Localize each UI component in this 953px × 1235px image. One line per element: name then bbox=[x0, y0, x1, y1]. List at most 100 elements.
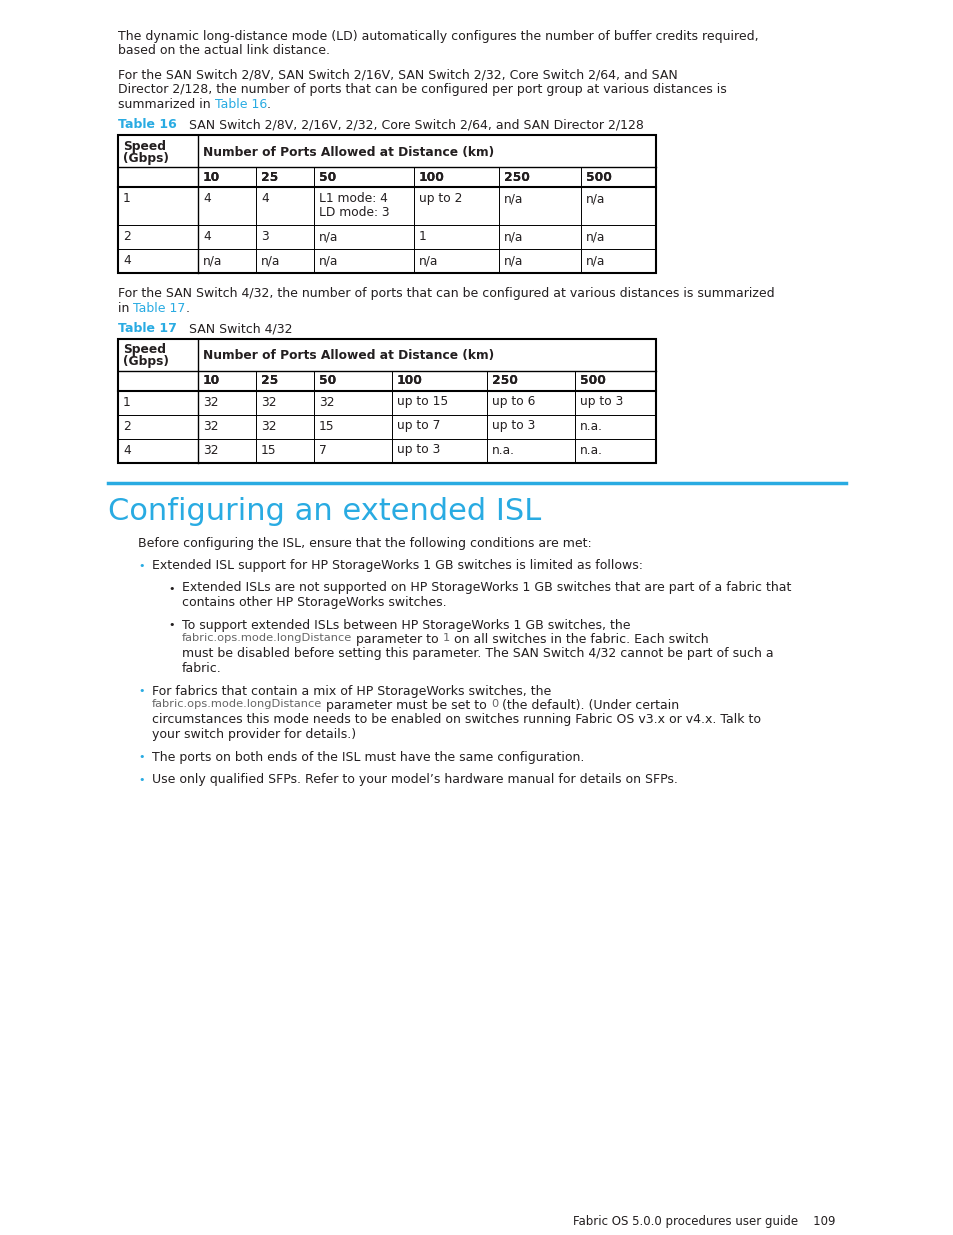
Text: L1 mode: 4: L1 mode: 4 bbox=[318, 191, 388, 205]
Text: 3: 3 bbox=[261, 230, 269, 243]
Text: Table 17: Table 17 bbox=[118, 322, 176, 335]
Text: 32: 32 bbox=[203, 443, 218, 457]
Text: 50: 50 bbox=[318, 374, 335, 388]
Text: in: in bbox=[118, 301, 133, 315]
Text: n/a: n/a bbox=[203, 254, 222, 267]
Text: •: • bbox=[138, 687, 144, 697]
Text: The dynamic long-distance mode (LD) automatically configures the number of buffe: The dynamic long-distance mode (LD) auto… bbox=[118, 30, 758, 43]
Text: up to 3: up to 3 bbox=[396, 443, 440, 457]
Text: n/a: n/a bbox=[585, 191, 605, 205]
Text: For the SAN Switch 4/32, the number of ports that can be configured at various d: For the SAN Switch 4/32, the number of p… bbox=[118, 287, 774, 300]
Text: 25: 25 bbox=[261, 170, 278, 184]
Text: 10: 10 bbox=[203, 374, 220, 388]
Text: on all switches in the fabric. Each switch: on all switches in the fabric. Each swit… bbox=[450, 634, 708, 646]
Text: 500: 500 bbox=[585, 170, 611, 184]
Text: Number of Ports Allowed at Distance (km): Number of Ports Allowed at Distance (km) bbox=[203, 146, 494, 159]
Text: 4: 4 bbox=[261, 191, 269, 205]
Text: Fabric OS 5.0.0 procedures user guide    109: Fabric OS 5.0.0 procedures user guide 10… bbox=[573, 1215, 835, 1228]
Text: 10: 10 bbox=[203, 374, 220, 388]
Text: 32: 32 bbox=[261, 420, 276, 432]
Text: 7: 7 bbox=[318, 443, 327, 457]
Text: n.a.: n.a. bbox=[492, 443, 515, 457]
Text: n/a: n/a bbox=[585, 254, 605, 267]
Bar bbox=[118, 135, 656, 273]
Text: •: • bbox=[168, 620, 174, 631]
Text: For fabrics that contain a mix of HP StorageWorks switches, the: For fabrics that contain a mix of HP Sto… bbox=[152, 684, 551, 698]
Text: 32: 32 bbox=[261, 395, 276, 409]
Text: n.a.: n.a. bbox=[579, 420, 602, 432]
Text: 25: 25 bbox=[261, 374, 278, 388]
Text: up to 2: up to 2 bbox=[418, 191, 462, 205]
Text: Speed: Speed bbox=[123, 343, 166, 357]
Text: Table 17: Table 17 bbox=[133, 301, 186, 315]
Text: 100: 100 bbox=[396, 374, 422, 388]
Text: 100: 100 bbox=[418, 170, 444, 184]
Text: 250: 250 bbox=[492, 374, 517, 388]
Text: SAN Switch 2/8V, 2/16V, 2/32, Core Switch 2/64, and SAN Director 2/128: SAN Switch 2/8V, 2/16V, 2/32, Core Switc… bbox=[176, 119, 643, 131]
Text: up to 7: up to 7 bbox=[396, 420, 440, 432]
Text: 32: 32 bbox=[203, 420, 218, 432]
Text: 100: 100 bbox=[396, 374, 422, 388]
Text: must be disabled before setting this parameter. The SAN Switch 4/32 cannot be pa: must be disabled before setting this par… bbox=[182, 647, 773, 661]
Text: 15: 15 bbox=[261, 443, 276, 457]
Bar bbox=[118, 338, 656, 462]
Text: LD mode: 3: LD mode: 3 bbox=[318, 206, 389, 219]
Text: n/a: n/a bbox=[418, 254, 438, 267]
Text: (Gbps): (Gbps) bbox=[123, 152, 169, 165]
Text: 25: 25 bbox=[261, 374, 278, 388]
Text: The ports on both ends of the ISL must have the same configuration.: The ports on both ends of the ISL must h… bbox=[152, 751, 584, 763]
Text: •: • bbox=[138, 776, 144, 785]
Text: Extended ISL support for HP StorageWorks 1 GB switches is limited as follows:: Extended ISL support for HP StorageWorks… bbox=[152, 559, 642, 572]
Text: summarized in: summarized in bbox=[118, 98, 214, 111]
Text: 250: 250 bbox=[503, 170, 529, 184]
Text: n.a.: n.a. bbox=[579, 443, 602, 457]
Text: 1: 1 bbox=[123, 191, 131, 205]
Text: fabric.: fabric. bbox=[182, 662, 221, 676]
Text: 2: 2 bbox=[123, 420, 131, 432]
Text: fabric.ops.mode.longDistance: fabric.ops.mode.longDistance bbox=[182, 634, 352, 643]
Text: 500: 500 bbox=[579, 374, 605, 388]
Text: parameter must be set to: parameter must be set to bbox=[322, 699, 491, 713]
Text: n/a: n/a bbox=[318, 230, 338, 243]
Text: 10: 10 bbox=[203, 170, 220, 184]
Text: based on the actual link distance.: based on the actual link distance. bbox=[118, 44, 330, 58]
Text: 250: 250 bbox=[503, 170, 529, 184]
Text: circumstances this mode needs to be enabled on switches running Fabric OS v3.x o: circumstances this mode needs to be enab… bbox=[152, 714, 760, 726]
Text: Configuring an extended ISL: Configuring an extended ISL bbox=[108, 496, 540, 526]
Text: 500: 500 bbox=[585, 170, 611, 184]
Text: 1: 1 bbox=[442, 634, 450, 643]
Text: SAN Switch 4/32: SAN Switch 4/32 bbox=[176, 322, 292, 335]
Text: 4: 4 bbox=[203, 191, 211, 205]
Text: up to 6: up to 6 bbox=[492, 395, 535, 409]
Text: 4: 4 bbox=[123, 443, 131, 457]
Text: Before configuring the ISL, ensure that the following conditions are met:: Before configuring the ISL, ensure that … bbox=[138, 536, 591, 550]
Text: 50: 50 bbox=[318, 170, 335, 184]
Text: n/a: n/a bbox=[318, 254, 338, 267]
Text: •: • bbox=[138, 561, 144, 571]
Text: (Gbps): (Gbps) bbox=[123, 356, 169, 368]
Text: 4: 4 bbox=[203, 230, 211, 243]
Text: 500: 500 bbox=[579, 374, 605, 388]
Text: .: . bbox=[186, 301, 190, 315]
Text: 0: 0 bbox=[491, 699, 497, 709]
Text: For the SAN Switch 2/8V, SAN Switch 2/16V, SAN Switch 2/32, Core Switch 2/64, an: For the SAN Switch 2/8V, SAN Switch 2/16… bbox=[118, 69, 677, 82]
Text: 4: 4 bbox=[123, 254, 131, 267]
Text: contains other HP StorageWorks switches.: contains other HP StorageWorks switches. bbox=[182, 597, 446, 609]
Text: n/a: n/a bbox=[503, 254, 523, 267]
Text: n/a: n/a bbox=[503, 230, 523, 243]
Text: 32: 32 bbox=[203, 395, 218, 409]
Text: Speed: Speed bbox=[123, 140, 166, 153]
Text: (the default). (Under certain: (the default). (Under certain bbox=[497, 699, 679, 713]
Text: 10: 10 bbox=[203, 170, 220, 184]
Text: .: . bbox=[267, 98, 271, 111]
Text: 32: 32 bbox=[318, 395, 335, 409]
Text: n/a: n/a bbox=[261, 254, 280, 267]
Text: Table 16: Table 16 bbox=[214, 98, 267, 111]
Text: •: • bbox=[138, 752, 144, 762]
Text: Extended ISLs are not supported on HP StorageWorks 1 GB switches that are part o: Extended ISLs are not supported on HP St… bbox=[182, 582, 791, 594]
Text: 2: 2 bbox=[123, 230, 131, 243]
Text: 1: 1 bbox=[123, 395, 131, 409]
Text: your switch provider for details.): your switch provider for details.) bbox=[152, 727, 355, 741]
Text: 50: 50 bbox=[318, 374, 335, 388]
Text: n/a: n/a bbox=[503, 191, 523, 205]
